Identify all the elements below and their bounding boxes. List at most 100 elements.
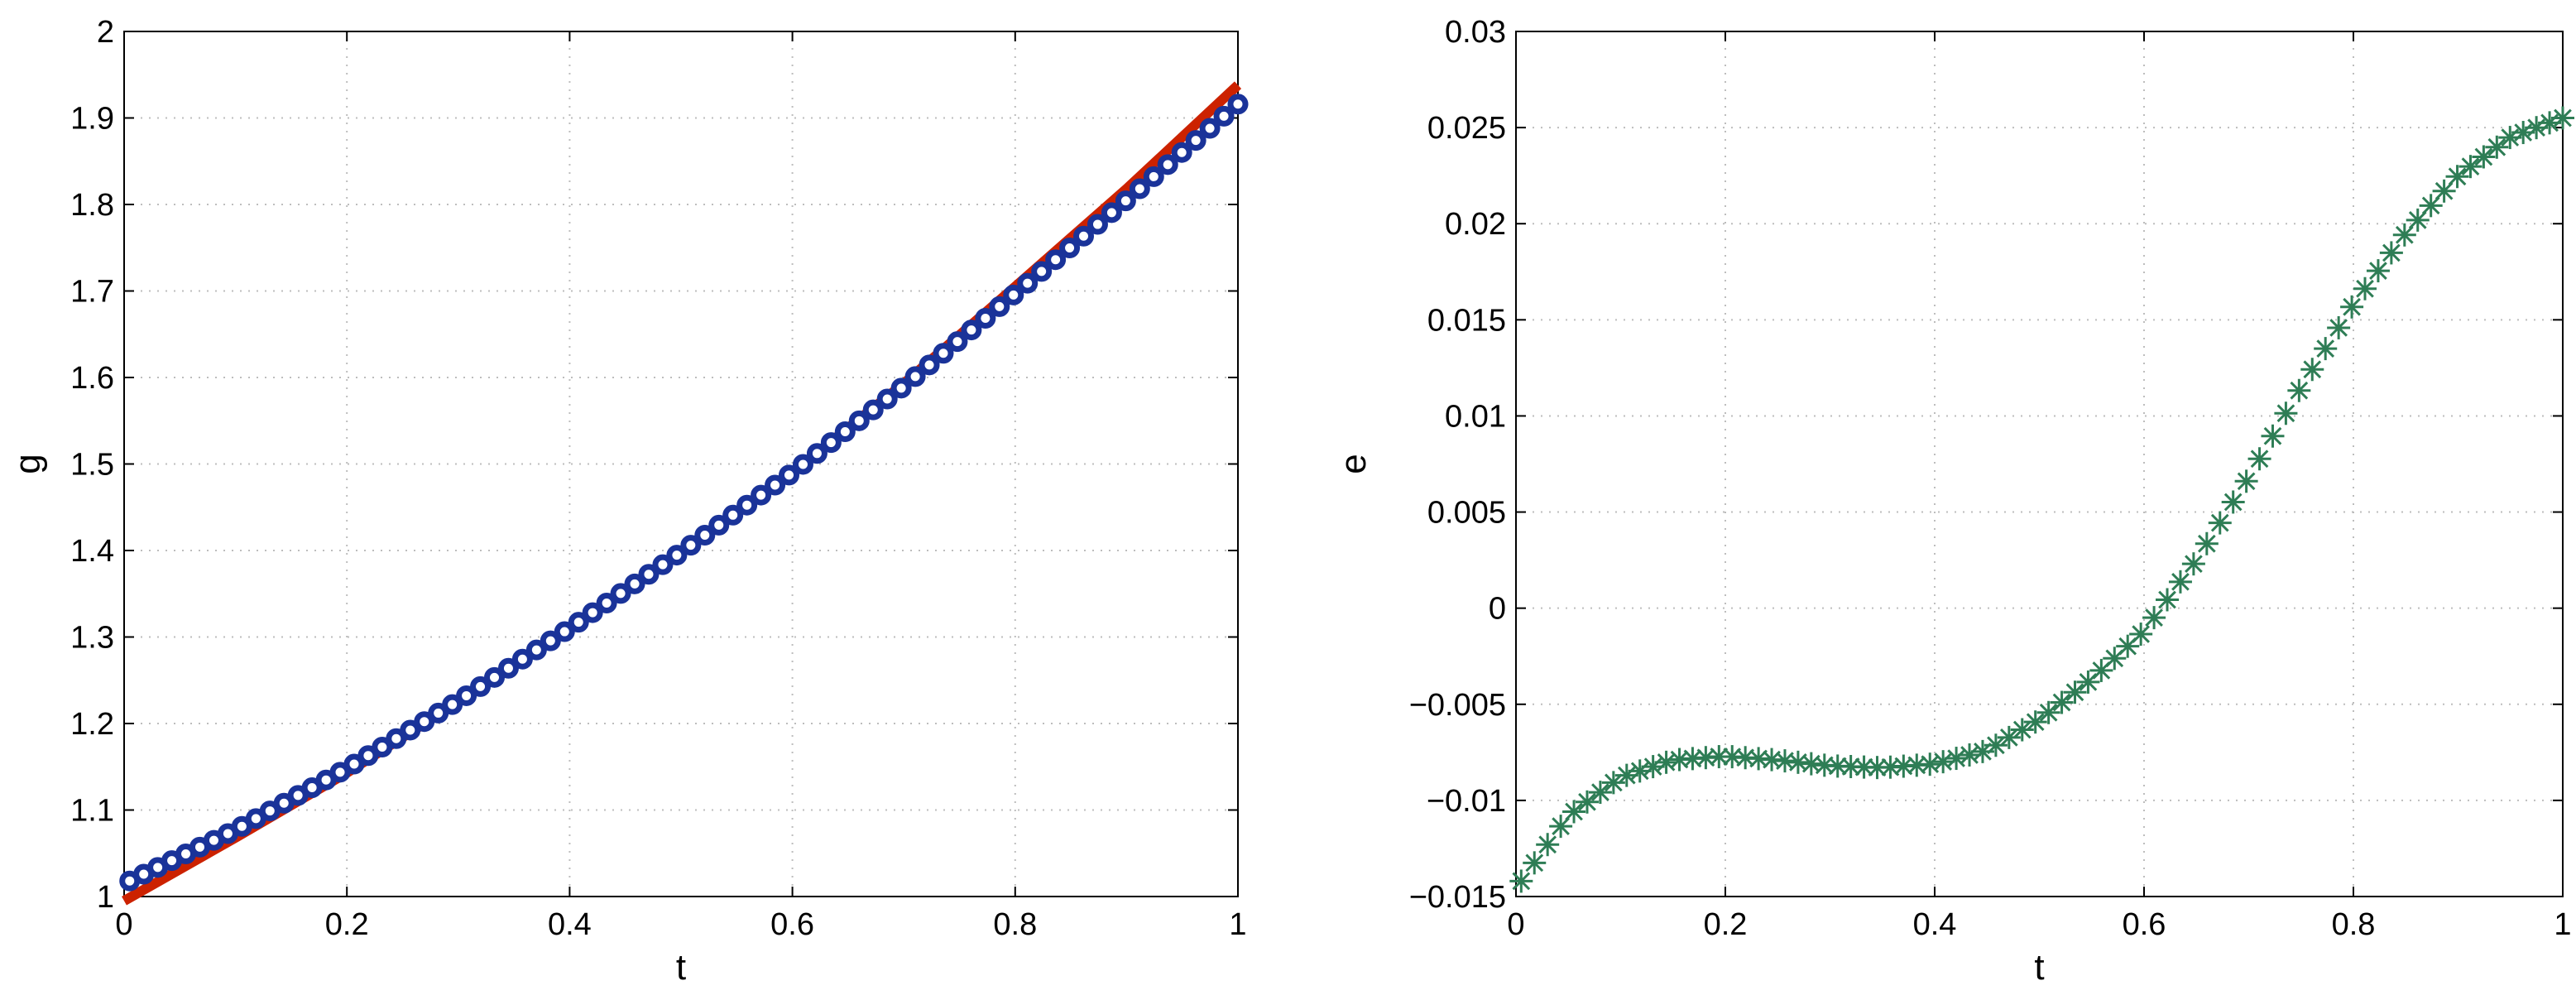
y-tick-label: 0.025 xyxy=(1427,111,1506,146)
x-axis-label: t xyxy=(2034,947,2044,988)
x-tick-label: 0.2 xyxy=(325,907,369,942)
data-point xyxy=(2208,511,2232,535)
data-point xyxy=(497,657,519,679)
data-point xyxy=(596,592,617,613)
data-point xyxy=(919,354,940,376)
chart-e-vs-t: 0 0.2 0.4 0.6 0.8 1 −0.015 −0.01 −0.005 0 0.005 0.0… xyxy=(1333,15,2574,988)
data-point xyxy=(2261,424,2285,448)
data-point xyxy=(638,564,660,585)
data-point xyxy=(2472,145,2496,169)
y-tick-label: 1 xyxy=(97,880,114,915)
data-point xyxy=(890,377,912,399)
data-point xyxy=(470,675,492,697)
data-point xyxy=(2287,378,2311,402)
data-point xyxy=(961,320,982,341)
data-point xyxy=(1129,178,1150,200)
data-point xyxy=(1786,750,1810,774)
data-point xyxy=(1157,154,1178,175)
data-point xyxy=(1199,118,1221,139)
y-tick-label: −0.005 xyxy=(1409,688,1506,723)
x-axis-label: t xyxy=(676,947,686,988)
data-point xyxy=(2340,295,2364,319)
y-tick-label: 1.5 xyxy=(70,448,114,483)
data-point xyxy=(834,421,856,442)
y-tick-label: 1.1 xyxy=(70,794,114,829)
data-point xyxy=(2366,259,2390,283)
x-tick-label: 0.8 xyxy=(993,907,1037,942)
data-point xyxy=(2247,447,2271,471)
data-point xyxy=(1073,225,1095,247)
data-point xyxy=(1045,249,1067,271)
y-tick-label: 0.005 xyxy=(1427,496,1506,531)
data-point xyxy=(456,685,477,706)
data-point xyxy=(2010,718,2034,742)
data-point xyxy=(2458,155,2482,179)
data-point xyxy=(357,745,379,767)
data-point xyxy=(2023,710,2047,734)
data-point xyxy=(372,736,393,757)
data-point xyxy=(1997,725,2021,749)
data-point xyxy=(1549,815,1573,839)
data-point xyxy=(2050,690,2074,714)
data-point xyxy=(2116,634,2140,658)
x-tick-label: 0.4 xyxy=(548,907,592,942)
plot-frame xyxy=(1515,31,2564,897)
data-point xyxy=(2432,179,2456,203)
data-point xyxy=(610,583,631,604)
data-point xyxy=(2063,680,2087,704)
y-tick-label: 1.7 xyxy=(70,275,114,310)
data-point xyxy=(1171,142,1192,163)
data-point xyxy=(1185,130,1206,151)
data-point xyxy=(947,331,968,353)
chart-g-vs-t: 0 0.2 0.4 0.6 0.8 1 1 1.1 1.2 1.3 1.4 1.5 1.6 1.7 1.8 1… xyxy=(7,15,1249,988)
data-point xyxy=(736,494,758,516)
x-tick-label: 1 xyxy=(1229,907,1246,942)
y-tick-label: 1.2 xyxy=(70,707,114,742)
data-point xyxy=(1213,105,1235,127)
data-point xyxy=(2181,552,2205,576)
data-point xyxy=(525,639,547,661)
data-point xyxy=(820,432,842,454)
y-tick-label: 2 xyxy=(97,15,114,50)
data-point xyxy=(694,525,716,546)
y-tick-label: 1.3 xyxy=(70,621,114,656)
data-point xyxy=(568,612,589,633)
data-point xyxy=(2142,606,2166,630)
data-point xyxy=(975,307,996,329)
data-point xyxy=(1575,790,1599,814)
y-axis-label: e xyxy=(1333,454,1374,474)
data-point xyxy=(329,762,351,783)
data-point xyxy=(2300,358,2324,382)
x-tick-label: 0 xyxy=(1507,907,1524,942)
data-point xyxy=(751,484,772,506)
data-point xyxy=(2392,223,2416,247)
data-point xyxy=(722,504,744,526)
data-point xyxy=(484,666,506,688)
y-tick-label: 1.9 xyxy=(70,102,114,137)
data-point xyxy=(386,728,407,749)
x-tick-label: 0.8 xyxy=(2332,907,2376,942)
data-point xyxy=(1892,754,1916,778)
data-point xyxy=(680,535,702,556)
data-point xyxy=(1143,166,1164,187)
data-point xyxy=(708,514,730,536)
data-point xyxy=(400,719,421,741)
data-point xyxy=(2221,490,2245,514)
data-point xyxy=(2485,135,2509,159)
data-point xyxy=(1931,750,1955,774)
data-point xyxy=(1523,851,1547,875)
data-point xyxy=(2156,588,2180,612)
data-point xyxy=(1115,190,1136,212)
data-point xyxy=(1562,800,1586,824)
data-point xyxy=(666,545,688,566)
data-point xyxy=(1601,771,1625,795)
data-point xyxy=(933,343,954,364)
x-tick-label: 0.4 xyxy=(1913,907,1957,942)
data-point xyxy=(442,694,463,715)
data-point xyxy=(1588,781,1612,805)
data-point xyxy=(2234,469,2258,493)
data-point xyxy=(554,621,575,642)
data-point xyxy=(1984,733,2008,757)
data-point xyxy=(652,554,674,575)
